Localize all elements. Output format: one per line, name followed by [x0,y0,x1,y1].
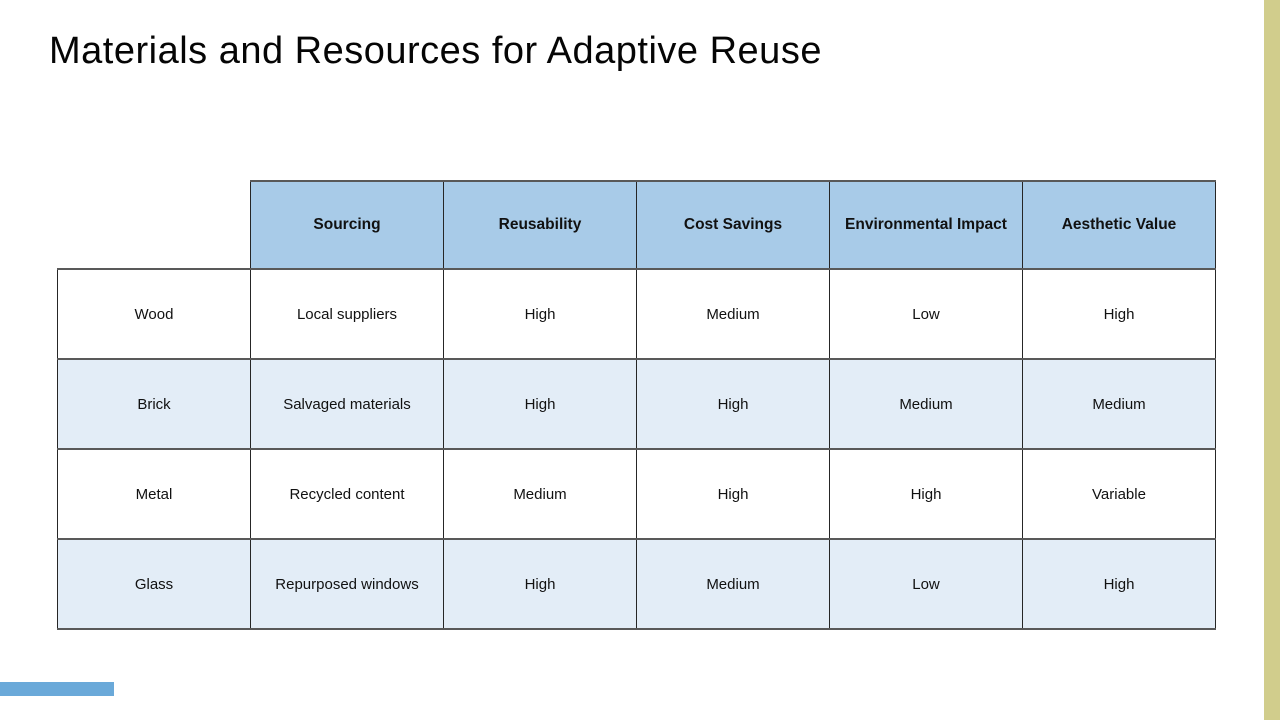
table-cell: Medium [829,358,1023,450]
table-cell: Low [829,268,1023,360]
table-cell: Medium [636,268,830,360]
table-row-brick: Brick Salvaged materials High High Mediu… [57,358,1216,450]
row-label: Glass [57,538,251,630]
table-cell: High [636,448,830,540]
column-header-aesthetic-value: Aesthetic Value [1022,180,1216,270]
right-accent-bar [1264,0,1280,720]
table-cell: High [443,268,637,360]
table-cell: Low [829,538,1023,630]
corner-cell [58,181,251,269]
table-row-glass: Glass Repurposed windows High Medium Low… [57,538,1216,630]
table-cell: High [1022,538,1216,630]
materials-table: Sourcing Reusability Cost Savings Enviro… [57,180,1216,630]
table-cell: Medium [636,538,830,630]
table-cell: Medium [1022,358,1216,450]
table-cell: High [1022,268,1216,360]
column-header-cost-savings: Cost Savings [636,180,830,270]
table-cell: High [829,448,1023,540]
slide-title: Materials and Resources for Adaptive Reu… [49,30,822,72]
column-header-environmental-impact: Environmental Impact [829,180,1023,270]
table-cell: Local suppliers [250,268,444,360]
row-label: Metal [57,448,251,540]
table-cell: Medium [443,448,637,540]
column-header-sourcing: Sourcing [250,180,444,270]
table-header-row: Sourcing Reusability Cost Savings Enviro… [58,180,1216,270]
table-cell: Recycled content [250,448,444,540]
row-label: Wood [57,268,251,360]
table-cell: Variable [1022,448,1216,540]
table-row-wood: Wood Local suppliers High Medium Low Hig… [57,268,1216,360]
table-cell: High [636,358,830,450]
footer-accent-bar [0,682,114,696]
table-cell: High [443,538,637,630]
column-header-reusability: Reusability [443,180,637,270]
table-cell: High [443,358,637,450]
table-cell: Repurposed windows [250,538,444,630]
table-row-metal: Metal Recycled content Medium High High … [57,448,1216,540]
table-cell: Salvaged materials [250,358,444,450]
row-label: Brick [57,358,251,450]
